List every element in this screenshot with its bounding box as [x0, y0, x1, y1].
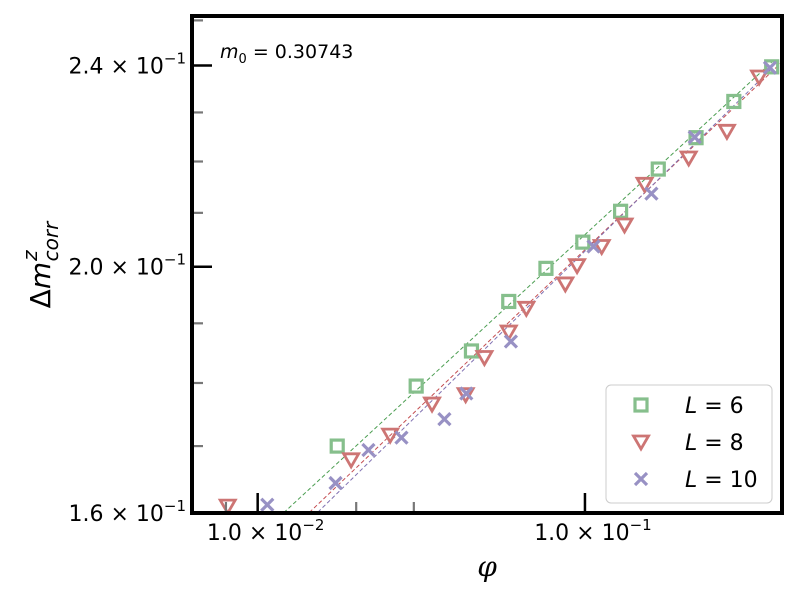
- fit-line-l6: [282, 61, 773, 513]
- legend-marker-l10: [633, 471, 649, 487]
- point-l10-4: [437, 412, 452, 427]
- point-l8-1: [341, 452, 362, 470]
- point-l8-5: [474, 350, 495, 368]
- x-axis-title: φ: [477, 550, 497, 583]
- point-l6-4: [538, 260, 554, 276]
- point-l10-7: [586, 239, 601, 254]
- point-l6-6: [612, 203, 629, 219]
- legend-label-l10: L = 10: [685, 468, 758, 493]
- point-l8-12: [634, 176, 655, 195]
- y-tick-label-0: 1.6 × 10−1: [68, 497, 186, 527]
- point-l6-10: [764, 59, 780, 75]
- point-l8-7: [516, 300, 537, 319]
- point-l6-1: [408, 378, 424, 394]
- point-l8-9: [567, 258, 587, 276]
- point-l8-0: [217, 498, 238, 513]
- data-markers-layer: [217, 59, 780, 513]
- point-l8-11: [614, 217, 635, 235]
- legend-marker-l6: [633, 397, 649, 413]
- point-l10-9: [687, 130, 702, 145]
- y-tick-label-2: 2.4 × 10−1: [68, 49, 186, 79]
- point-l6-9: [726, 93, 742, 110]
- point-l6-0: [329, 438, 345, 454]
- point-l8-8: [555, 276, 576, 294]
- point-l10-10: [762, 60, 778, 75]
- point-l10-8: [644, 186, 659, 201]
- legend-box: [605, 384, 773, 504]
- legend-markers: [631, 397, 651, 487]
- legend: L = 6 L = 8 L = 10: [605, 384, 773, 504]
- point-l8-13: [678, 150, 699, 168]
- point-l10-2: [361, 442, 376, 458]
- point-l8-6: [498, 324, 519, 342]
- x-tick-label-1: 1.0 × 10−1: [534, 516, 652, 546]
- tick-labels-layer: 1.6 × 10−1 2.0 × 10−1 2.4 × 10−1 1.0 × 10−2…: [68, 49, 651, 546]
- legend-label-l6: L = 6: [685, 394, 744, 419]
- point-l10-5: [459, 386, 474, 401]
- point-l8-14: [716, 123, 737, 142]
- point-l8-2: [380, 427, 401, 445]
- y-axis-title: Δmzcorr: [18, 220, 63, 308]
- legend-label-l8: L = 8: [685, 431, 744, 456]
- y-tick-label-1: 2.0 × 10−1: [68, 251, 186, 281]
- point-l8-15: [749, 69, 770, 87]
- point-l10-3: [394, 430, 409, 445]
- annotation-m0: m0 = 0.30743: [220, 41, 353, 67]
- point-l8-3: [422, 396, 442, 414]
- point-l6-7: [650, 161, 666, 177]
- point-l10-1: [328, 475, 343, 491]
- point-l10-6: [503, 334, 519, 349]
- point-l8-10: [591, 239, 612, 257]
- x-tick-label-0: 1.0 × 10−2: [207, 516, 325, 546]
- point-l10-0: [260, 497, 275, 512]
- point-l6-8: [688, 130, 704, 146]
- point-l6-3: [501, 293, 517, 310]
- legend-marker-l8: [631, 434, 651, 452]
- plot-frame: [190, 14, 784, 515]
